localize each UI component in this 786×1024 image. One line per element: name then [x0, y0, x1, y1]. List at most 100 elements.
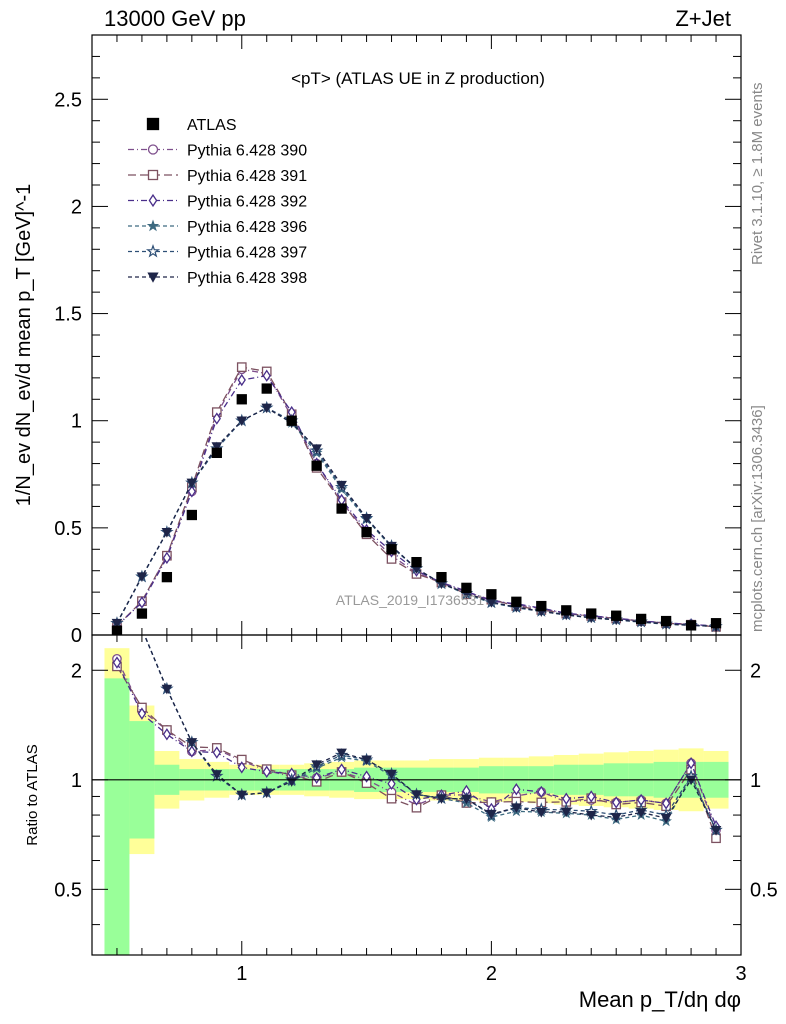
- ratio-point: [436, 794, 447, 804]
- data-point: [336, 503, 347, 514]
- ratio-point: [361, 755, 372, 766]
- ratio-y-tick-label-right: 0.5: [750, 879, 778, 901]
- legend-entry-atlas: ATLAS: [146, 117, 237, 134]
- axis-ticks: [92, 34, 742, 955]
- ratio-point: [386, 769, 397, 780]
- ratio-uncertainty-bands: [104, 648, 729, 955]
- series-point: [137, 596, 147, 609]
- legend-label: Pythia 6.428 392: [187, 194, 307, 211]
- data-point: [236, 394, 247, 405]
- legend-marker: [146, 117, 160, 131]
- legend-entry-3: Pythia 6.428 392: [128, 194, 307, 211]
- data-point: [586, 608, 597, 619]
- ratio-point: [537, 785, 546, 799]
- series-main-atlas: [111, 383, 722, 635]
- series-point: [236, 416, 248, 427]
- data-point: [311, 460, 322, 471]
- legend-marker: [145, 244, 161, 258]
- y-tick-label: 2.5: [54, 89, 82, 111]
- data-point: [436, 571, 447, 583]
- ratio-point: [512, 783, 521, 796]
- series-point: [111, 618, 123, 629]
- series-point: [311, 444, 322, 455]
- ratio-point: [461, 794, 472, 805]
- series-line: [116, 374, 717, 627]
- series-point: [336, 480, 347, 491]
- legend-entry-6: Pythia 6.428 398: [128, 270, 307, 287]
- ratio-point: [536, 807, 547, 818]
- ratio-point: [211, 770, 223, 780]
- ratio-point: [187, 745, 196, 758]
- ratio-point: [660, 813, 672, 824]
- ratio-point: [635, 808, 647, 818]
- data-point: [511, 596, 522, 607]
- legend-label: Pythia 6.428 396: [187, 219, 307, 236]
- ratio-point: [162, 728, 172, 741]
- ratio-point: [186, 738, 198, 748]
- legend-entry-5: Pythia 6.428 397: [128, 244, 307, 262]
- ratio-y-tick-label: 2: [71, 660, 82, 682]
- y-tick-label: 0: [71, 625, 82, 647]
- series-point: [162, 551, 172, 565]
- mcplots-label: mcplots.cern.ch [arXiv:1306.3436]: [749, 405, 766, 632]
- data-point: [136, 608, 148, 619]
- plot-title: <pT> (ATLAS UE in Z production): [291, 69, 545, 88]
- series-point: [212, 412, 221, 425]
- legend-label: Pythia 6.428 390: [187, 143, 307, 160]
- legend-marker: [147, 144, 159, 155]
- series-point: [186, 478, 198, 489]
- ratio-point: [262, 765, 271, 778]
- ratio-y-tick-label: 0.5: [54, 879, 82, 901]
- ratio-plot-series: [112, 635, 723, 844]
- x-axis-label: Mean p_T/dη dφ: [579, 987, 741, 1012]
- data-point: [261, 383, 272, 394]
- series-main-2: [112, 362, 721, 632]
- data-point: [186, 509, 197, 521]
- ratio-point: [337, 763, 346, 776]
- ratio-point: [237, 761, 246, 774]
- ratio-y-tick-label-right: 1: [750, 770, 761, 792]
- data-point: [536, 600, 547, 612]
- series-point: [262, 369, 271, 382]
- legend-marker: [148, 193, 158, 208]
- data-point: [561, 605, 572, 616]
- series-ratio-6: [143, 635, 722, 836]
- series-line: [116, 368, 717, 628]
- ratio-y-axis-label: Ratio to ATLAS: [24, 744, 41, 845]
- ratio-point: [161, 684, 173, 695]
- ratio-point: [311, 760, 322, 771]
- collision-label: 13000 GeV pp: [104, 6, 246, 31]
- data-point: [286, 415, 297, 426]
- series-point: [187, 485, 196, 498]
- ratio-point: [112, 656, 122, 669]
- x-tick-label: 3: [735, 963, 746, 985]
- data-point: [611, 610, 622, 621]
- process-label: Z+Jet: [675, 6, 731, 31]
- ratio-point: [686, 756, 696, 770]
- ratio-point: [387, 777, 396, 791]
- data-point: [636, 613, 647, 625]
- ratio-band-inner: [104, 678, 130, 955]
- axis-tick-labels: 1 2 3 0 0.5 1 1.5 2 2.5 0.5 0.5 1 1 2 2: [54, 89, 778, 985]
- ratio-y-tick-label: 1: [71, 770, 82, 792]
- ratio-point: [236, 790, 248, 801]
- data-point: [461, 582, 472, 594]
- legend-label: ATLAS: [187, 117, 237, 134]
- ratio-point: [486, 809, 497, 820]
- ratio-point: [710, 825, 722, 836]
- y-tick-label: 0.5: [54, 518, 82, 540]
- ratio-point: [511, 803, 522, 814]
- data-point: [161, 571, 173, 583]
- ratio-y-tick-label-right: 2: [750, 660, 761, 682]
- series-point: [361, 514, 372, 524]
- x-tick-label: 1: [236, 963, 247, 985]
- y-tick-label: 1: [71, 411, 82, 433]
- ratio-point: [585, 810, 597, 821]
- ratio-point: [612, 796, 621, 809]
- data-point: [386, 544, 397, 555]
- ratio-point: [362, 770, 371, 783]
- y-tick-label: 2: [71, 196, 82, 218]
- ratio-point: [261, 788, 273, 799]
- legend-entry-1: Pythia 6.428 390: [128, 143, 307, 160]
- legend-entry-4: Pythia 6.428 396: [128, 219, 307, 236]
